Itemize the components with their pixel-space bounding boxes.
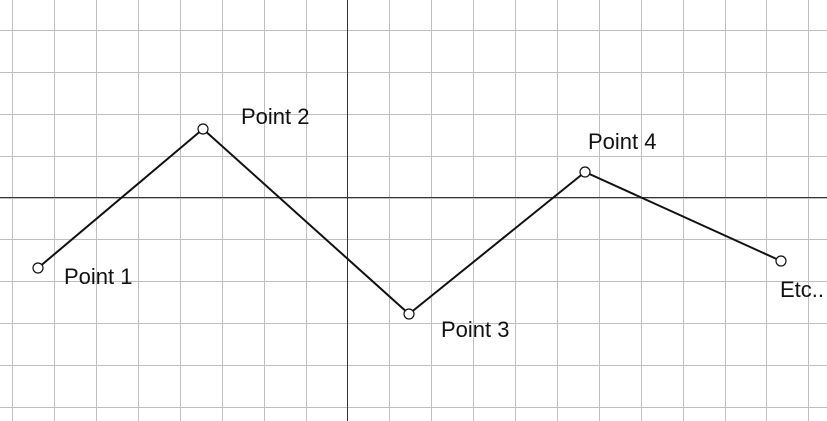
point-labels: Point 1 Point 2 Point 3 Point 4 Etc.. bbox=[64, 104, 824, 342]
point-2-label: Point 2 bbox=[241, 104, 310, 129]
point-2-marker[interactable] bbox=[197, 123, 209, 135]
point-3-label: Point 3 bbox=[441, 317, 510, 342]
segment-1-2 bbox=[37, 128, 204, 269]
point-5-label: Etc.. bbox=[780, 277, 824, 302]
point-3-marker[interactable] bbox=[403, 308, 415, 320]
point-markers bbox=[32, 123, 787, 320]
point-1-label: Point 1 bbox=[64, 264, 133, 289]
point-4-marker[interactable] bbox=[579, 166, 591, 178]
polyline-segments bbox=[37, 128, 782, 315]
segment-2-3 bbox=[202, 128, 410, 315]
point-1-marker[interactable] bbox=[32, 262, 44, 274]
segment-3-4 bbox=[408, 171, 586, 315]
point-5-marker[interactable] bbox=[775, 255, 787, 267]
point-4-label: Point 4 bbox=[588, 129, 657, 154]
segment-4-5 bbox=[584, 171, 782, 262]
